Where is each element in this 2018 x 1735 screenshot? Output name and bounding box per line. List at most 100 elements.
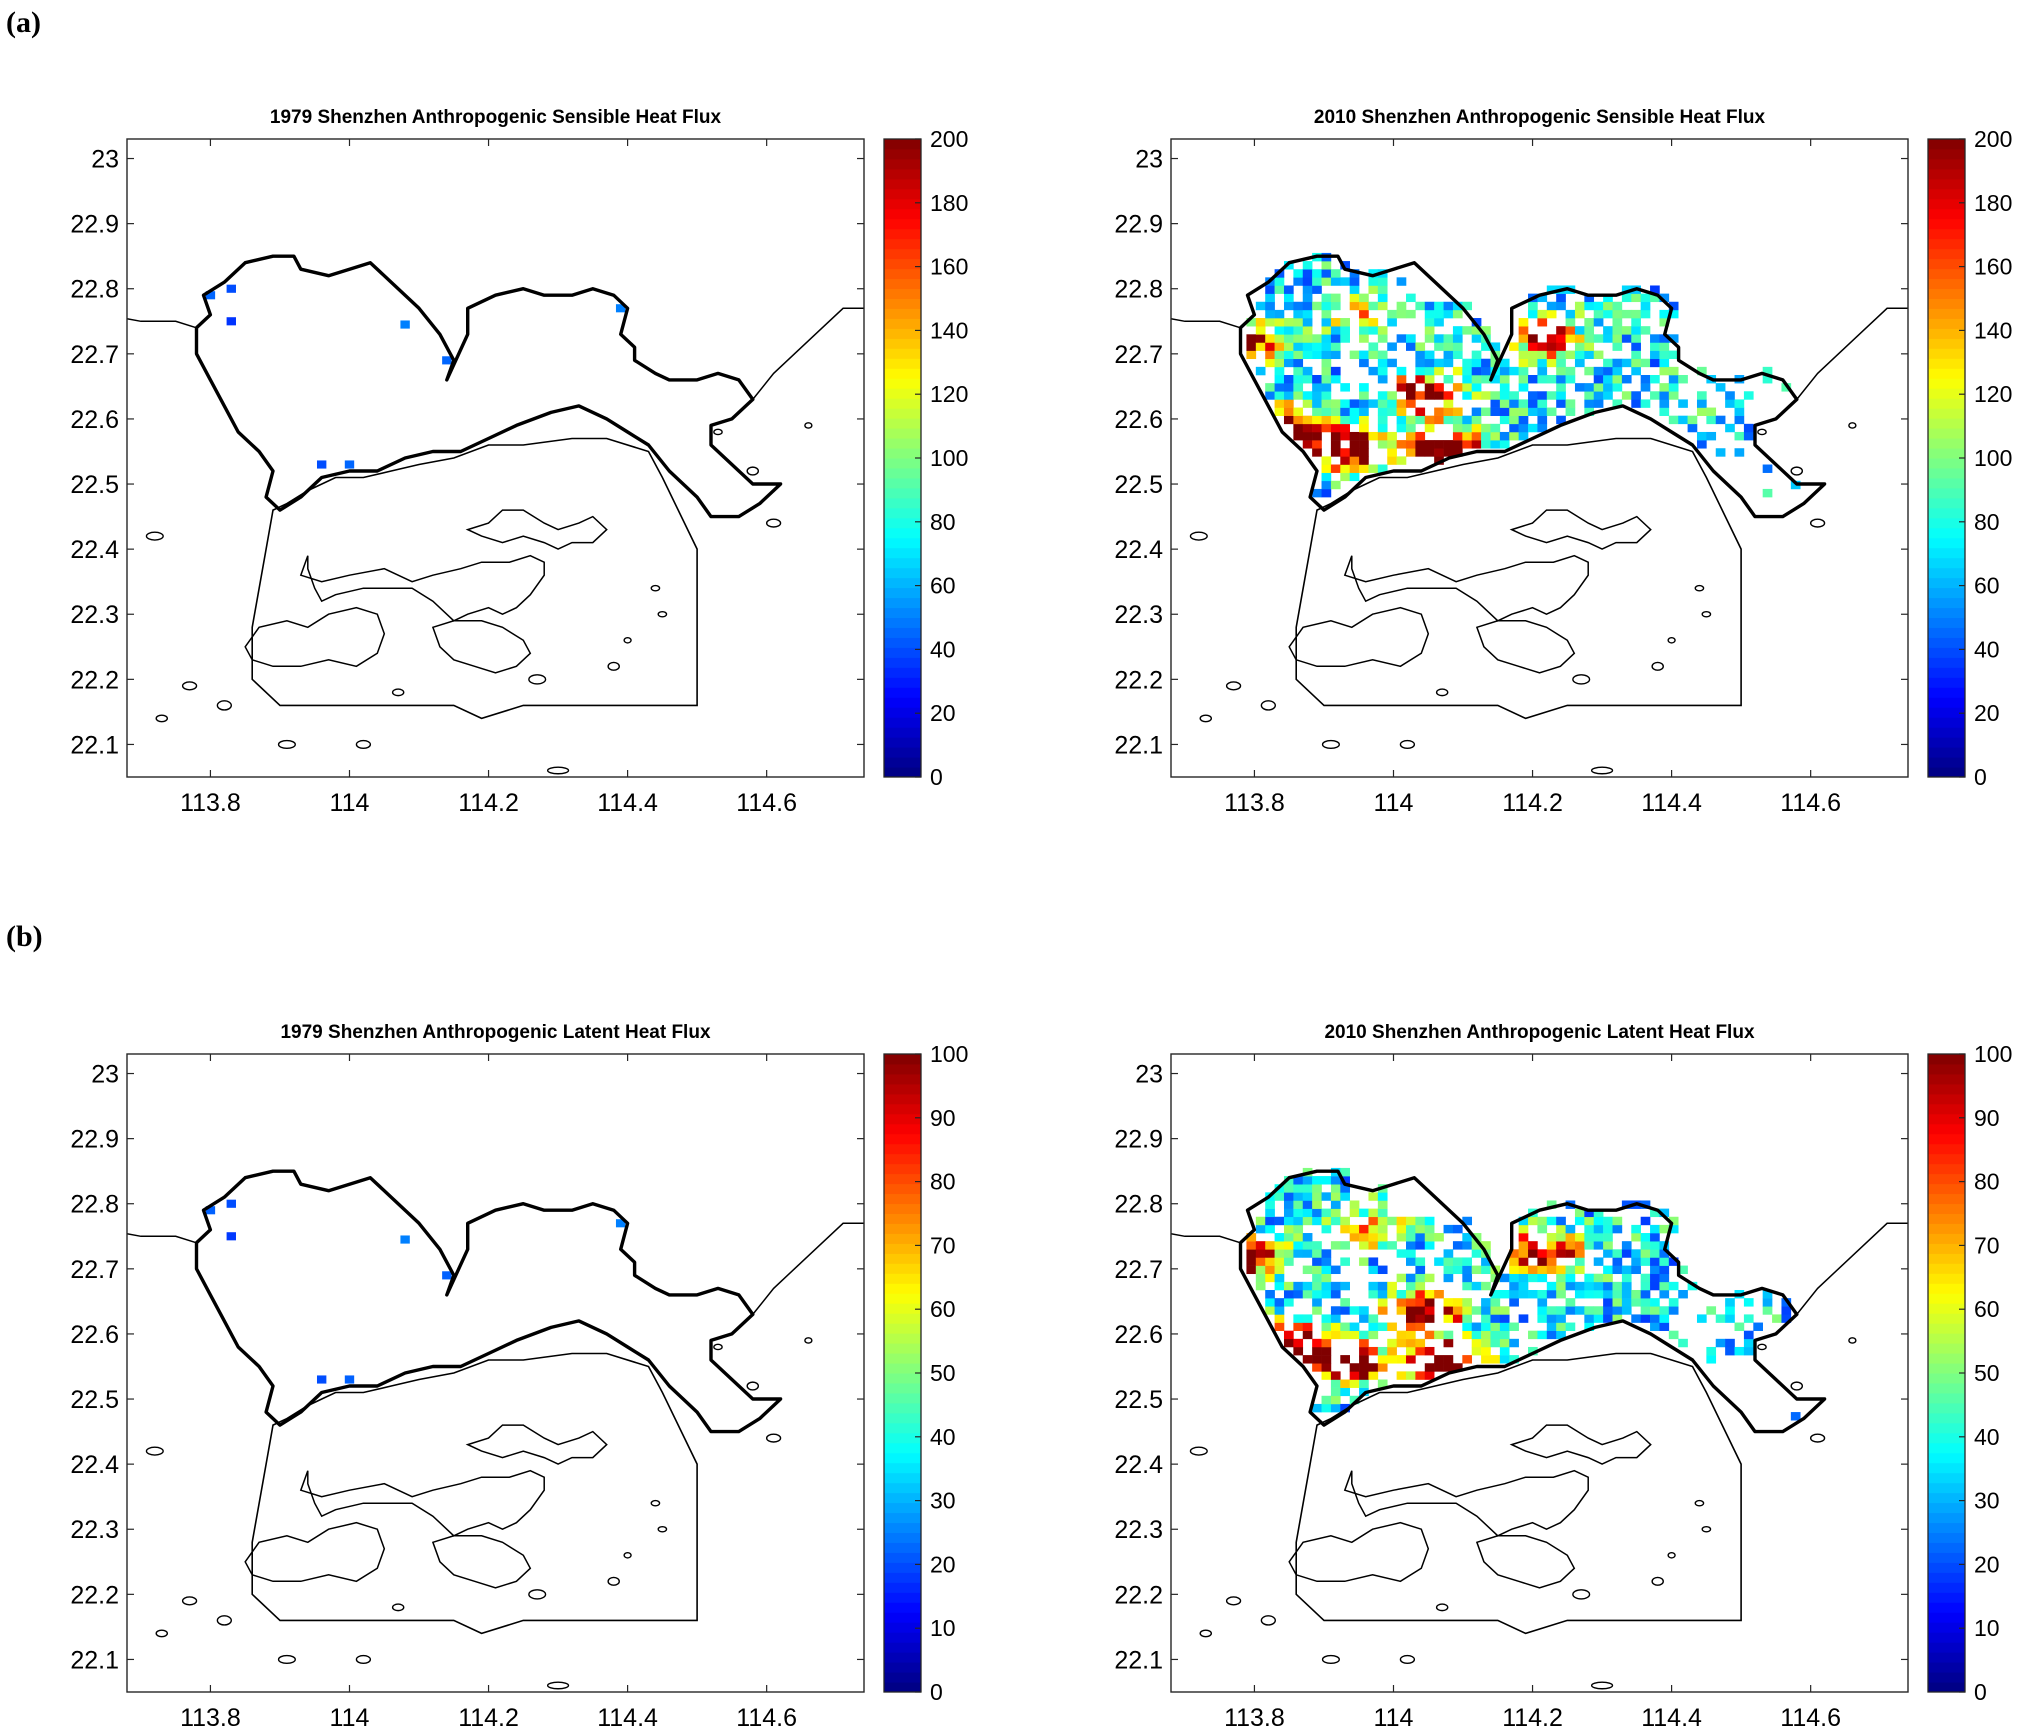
y-tick-label: 22.8 (1114, 276, 1163, 304)
heat-cell (1274, 1216, 1285, 1226)
heat-cell (1490, 1298, 1501, 1307)
heat-cell (1603, 366, 1613, 376)
heat-cell (1546, 1265, 1557, 1275)
colorbar-segment (1928, 288, 1965, 299)
heat-cell (1359, 456, 1369, 465)
hk-boundary-line (1295, 1352, 1742, 1635)
heat-cell (1518, 374, 1529, 384)
heat-cell (1743, 1338, 1754, 1348)
islet-outline (1199, 714, 1213, 723)
colorbar-segment (1928, 188, 1965, 200)
heat-cell (1499, 1330, 1510, 1340)
chart-title: 1979 Shenzhen Anthropogenic Sensible Hea… (270, 107, 722, 128)
heat-cell (400, 1235, 410, 1244)
heat-cell (1603, 334, 1613, 343)
heat-cell (1321, 1216, 1332, 1226)
colorbar-segment (1928, 298, 1965, 309)
heat-cell (1565, 1265, 1576, 1275)
heat-cell (1743, 1314, 1754, 1323)
heat-cell (1415, 1233, 1426, 1242)
heat-cell (1349, 440, 1360, 449)
colorbar-segment (884, 1512, 921, 1524)
hk-boundary-line (1295, 437, 1742, 720)
colorbar-segment (884, 268, 921, 280)
heat-cell (1518, 366, 1529, 376)
heat-cell (1321, 293, 1332, 303)
colorbar-segment (884, 248, 921, 260)
heat-cell (1321, 1273, 1332, 1283)
heat-cell (1762, 1289, 1773, 1299)
heat-cell (1424, 1363, 1435, 1372)
heat-cell (1330, 1403, 1341, 1413)
colorbar-segment (884, 707, 921, 718)
heat-cell (1490, 1330, 1501, 1340)
heat-cell (1424, 1289, 1435, 1299)
heat-cell (1603, 391, 1613, 400)
colorbar-segment (884, 338, 921, 349)
heat-cell (1368, 285, 1379, 294)
heat-cell (1302, 374, 1313, 384)
heat-cell (1434, 448, 1444, 457)
colorbar-segment (1928, 238, 1965, 250)
heat-cell (1640, 1298, 1651, 1307)
heat-cell (1274, 1273, 1285, 1283)
x-tick-label: 114.4 (1641, 789, 1702, 817)
heat-cell (1668, 1330, 1679, 1340)
heat-cell (1359, 309, 1369, 319)
heat-cell (1340, 1167, 1350, 1177)
heat-cell (1387, 1346, 1397, 1356)
heat-cell (1556, 366, 1566, 376)
heat-cell (1481, 342, 1491, 351)
colorbar-segment (884, 388, 921, 399)
heat-cell (226, 317, 236, 326)
colorbar-segment (884, 168, 921, 180)
heat-cell (1443, 358, 1454, 368)
heat-cell (1584, 342, 1595, 351)
colorbar-segment (884, 537, 921, 549)
plot-area (127, 1054, 864, 1692)
heat-cell (1528, 407, 1538, 416)
heat-cell (1659, 1257, 1670, 1266)
heat-cell (1321, 472, 1332, 482)
heat-cell (1612, 383, 1623, 392)
heat-cell (1274, 1257, 1285, 1266)
heat-cell (1565, 1233, 1576, 1242)
coastline (1171, 317, 1241, 329)
heat-cell (1368, 399, 1379, 408)
heat-cell (1509, 407, 1519, 416)
heat-cell (1359, 1330, 1369, 1340)
heat-cell (1368, 1330, 1379, 1340)
heat-cell (1368, 1192, 1379, 1201)
heat-cell (1368, 1241, 1379, 1250)
heat-cell (1396, 1338, 1407, 1348)
heat-cell (1434, 309, 1444, 319)
heat-cell (1593, 1273, 1604, 1283)
heat-cell (1668, 1306, 1679, 1315)
islet-outline (1399, 1654, 1416, 1665)
colorbar-segment (884, 1353, 921, 1364)
heat-cell (1321, 1395, 1332, 1405)
heat-cell (1321, 383, 1332, 392)
colorbar-segment (884, 348, 921, 359)
heat-cell (1321, 269, 1332, 278)
heat-cell (1340, 261, 1350, 270)
islet-outline (1790, 1381, 1804, 1391)
heat-cell (1584, 1314, 1595, 1323)
heat-cell (1650, 374, 1660, 384)
colorbar-segment (1928, 1093, 1965, 1105)
colorbar-segment (1928, 537, 1965, 549)
heat-cell (1283, 285, 1294, 294)
heat-cell (1368, 366, 1379, 376)
islet-outline (804, 1337, 813, 1344)
heat-cell (1274, 1192, 1285, 1201)
heat-cell (1359, 448, 1369, 457)
heat-cell (1330, 1379, 1341, 1388)
heat-cell (1349, 415, 1360, 425)
colorbar-segment (1928, 1263, 1965, 1274)
heat-cell (1528, 1346, 1538, 1356)
heat-cell (1668, 334, 1679, 343)
heat-cell (1424, 374, 1435, 384)
heat-cell (1574, 1249, 1585, 1258)
heat-cell (1349, 1371, 1360, 1380)
heat-cell (1246, 342, 1257, 351)
